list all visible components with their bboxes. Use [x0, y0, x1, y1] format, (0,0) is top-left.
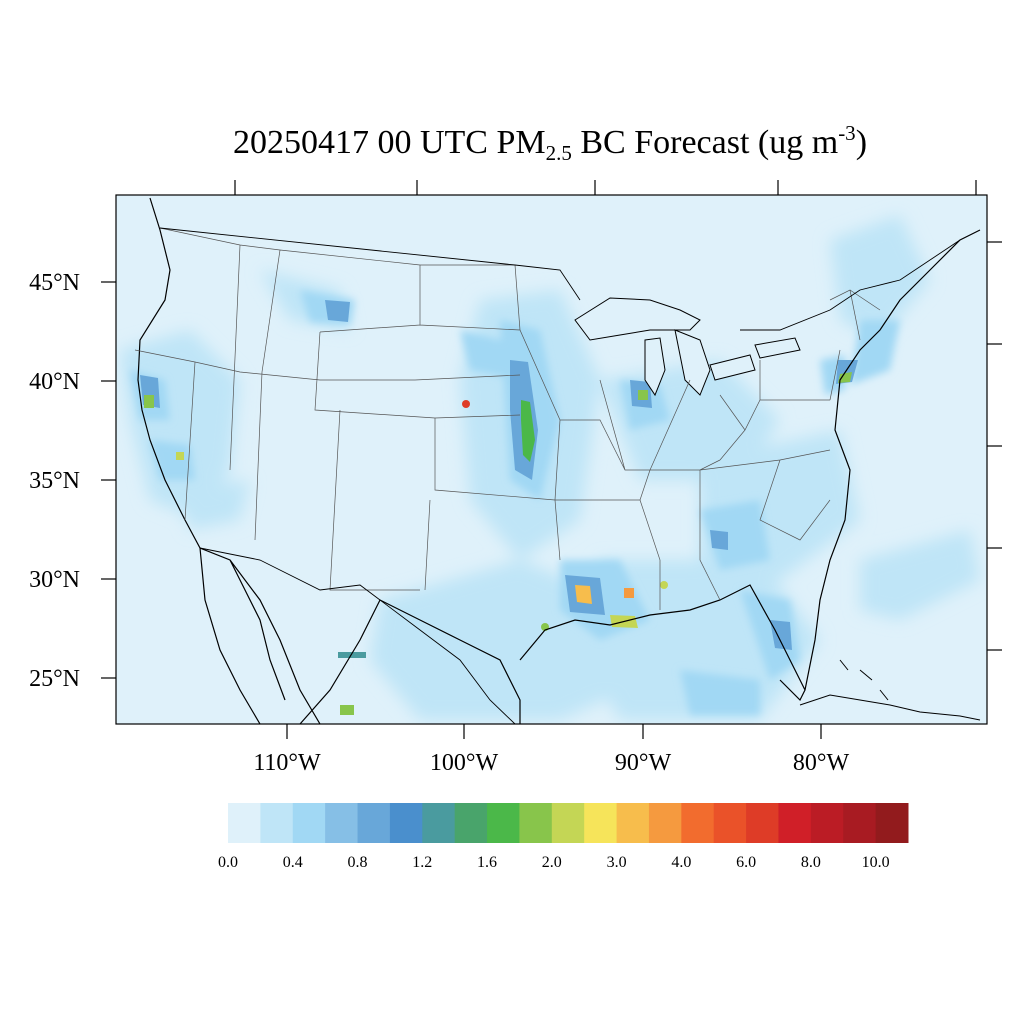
map-panel: [116, 195, 987, 724]
colorbar-label: 6.0: [736, 854, 756, 871]
colorbar-label: 10.0: [862, 854, 890, 871]
colorbar-swatch: [551, 803, 585, 843]
lon-label: 100°W: [430, 750, 499, 776]
mississippi-plume-hotspot: [624, 588, 634, 598]
lon-label: 80°W: [793, 750, 850, 776]
sacramento-valley-hotspot: [144, 395, 154, 408]
nebraska-point-hotspot: [462, 400, 470, 408]
colorbar-swatch: [260, 803, 294, 843]
colorbar-label: 0.4: [283, 854, 303, 871]
chicago-hotspot: [638, 390, 648, 400]
bahamas: [839, 659, 889, 701]
central-valley-hotspot: [176, 452, 184, 460]
colorbar-swatch: [422, 803, 456, 843]
cuba: [799, 694, 981, 721]
title-superscript: -3: [838, 121, 856, 145]
great-lakes: [574, 297, 801, 397]
colorbar-label: 4.0: [671, 854, 691, 871]
lat-label: 30°N: [29, 567, 80, 593]
colorbar-swatch: [454, 803, 488, 843]
map-title: 20250417 00 UTC PM2.5 BC Forecast (ug m-…: [0, 118, 1024, 168]
state-borders: [134, 227, 881, 610]
colorbar-label: 0.0: [218, 854, 238, 871]
colorbar-swatch: [648, 803, 682, 843]
colorbar-swatch: [487, 803, 520, 843]
lon-label: 110°W: [253, 750, 321, 776]
new-york-hotspot: [838, 372, 852, 383]
colorbar-swatch: [746, 803, 779, 843]
map-ticks: [101, 180, 1002, 739]
title-suffix: ): [855, 124, 868, 161]
colorbar-swatch: [292, 803, 326, 843]
lat-labels: 45°N 40°N 35°N 30°N 25°N: [29, 270, 80, 692]
colorbar-swatch: [389, 803, 423, 843]
colorbar-swatch: [228, 803, 261, 843]
colorbar-swatch: [519, 803, 553, 843]
colorbar-label: 0.8: [348, 854, 368, 871]
sierra-madre-hotspot: [340, 705, 354, 715]
colorbar-swatch: [713, 803, 747, 843]
colorbar-swatch: [325, 803, 359, 843]
colorbar: [228, 803, 909, 843]
map-frame: [115, 194, 988, 725]
title-subscript: 2.5: [545, 141, 572, 165]
colorbar-swatch: [875, 803, 909, 843]
lon-labels: 110°W 100°W 90°W 80°W: [253, 750, 849, 776]
lat-label: 25°N: [29, 666, 80, 692]
sierra-madre-north-hotspot: [338, 652, 366, 658]
lat-label: 45°N: [29, 270, 80, 296]
colorbar-labels: 0.0 0.4 0.8 1.2 1.6 2.0 3.0 4.0 6.0 8.0 10.0: [218, 854, 890, 871]
lon-label: 90°W: [615, 750, 672, 776]
louisiana-plume-hotspot: [575, 585, 592, 604]
lat-label: 35°N: [29, 468, 80, 494]
colorbar-label: 1.6: [477, 854, 497, 871]
colorbar-label: 2.0: [542, 854, 562, 871]
colorbar-swatch: [616, 803, 650, 843]
colorbar-swatch: [584, 803, 618, 843]
colorbar-label: 8.0: [801, 854, 821, 871]
colorbar-swatch: [681, 803, 715, 843]
mexico-border: [199, 547, 516, 724]
alabama-hotspot: [660, 581, 668, 589]
title-middle: BC Forecast (ug m: [571, 124, 839, 161]
nebraska-corridor-hotspot: [521, 400, 535, 462]
colorbar-swatch: [357, 803, 391, 843]
colorbar-swatch: [810, 803, 844, 843]
title-prefix: 20250417 00 UTC PM: [232, 124, 546, 161]
colorbar-swatch: [778, 803, 812, 843]
colorbar-label: 3.0: [607, 854, 627, 871]
lat-label: 40°N: [29, 369, 80, 395]
canada-border: [159, 227, 961, 331]
colorbar-swatch: [843, 803, 877, 843]
colorbar-label: 1.2: [412, 854, 432, 871]
